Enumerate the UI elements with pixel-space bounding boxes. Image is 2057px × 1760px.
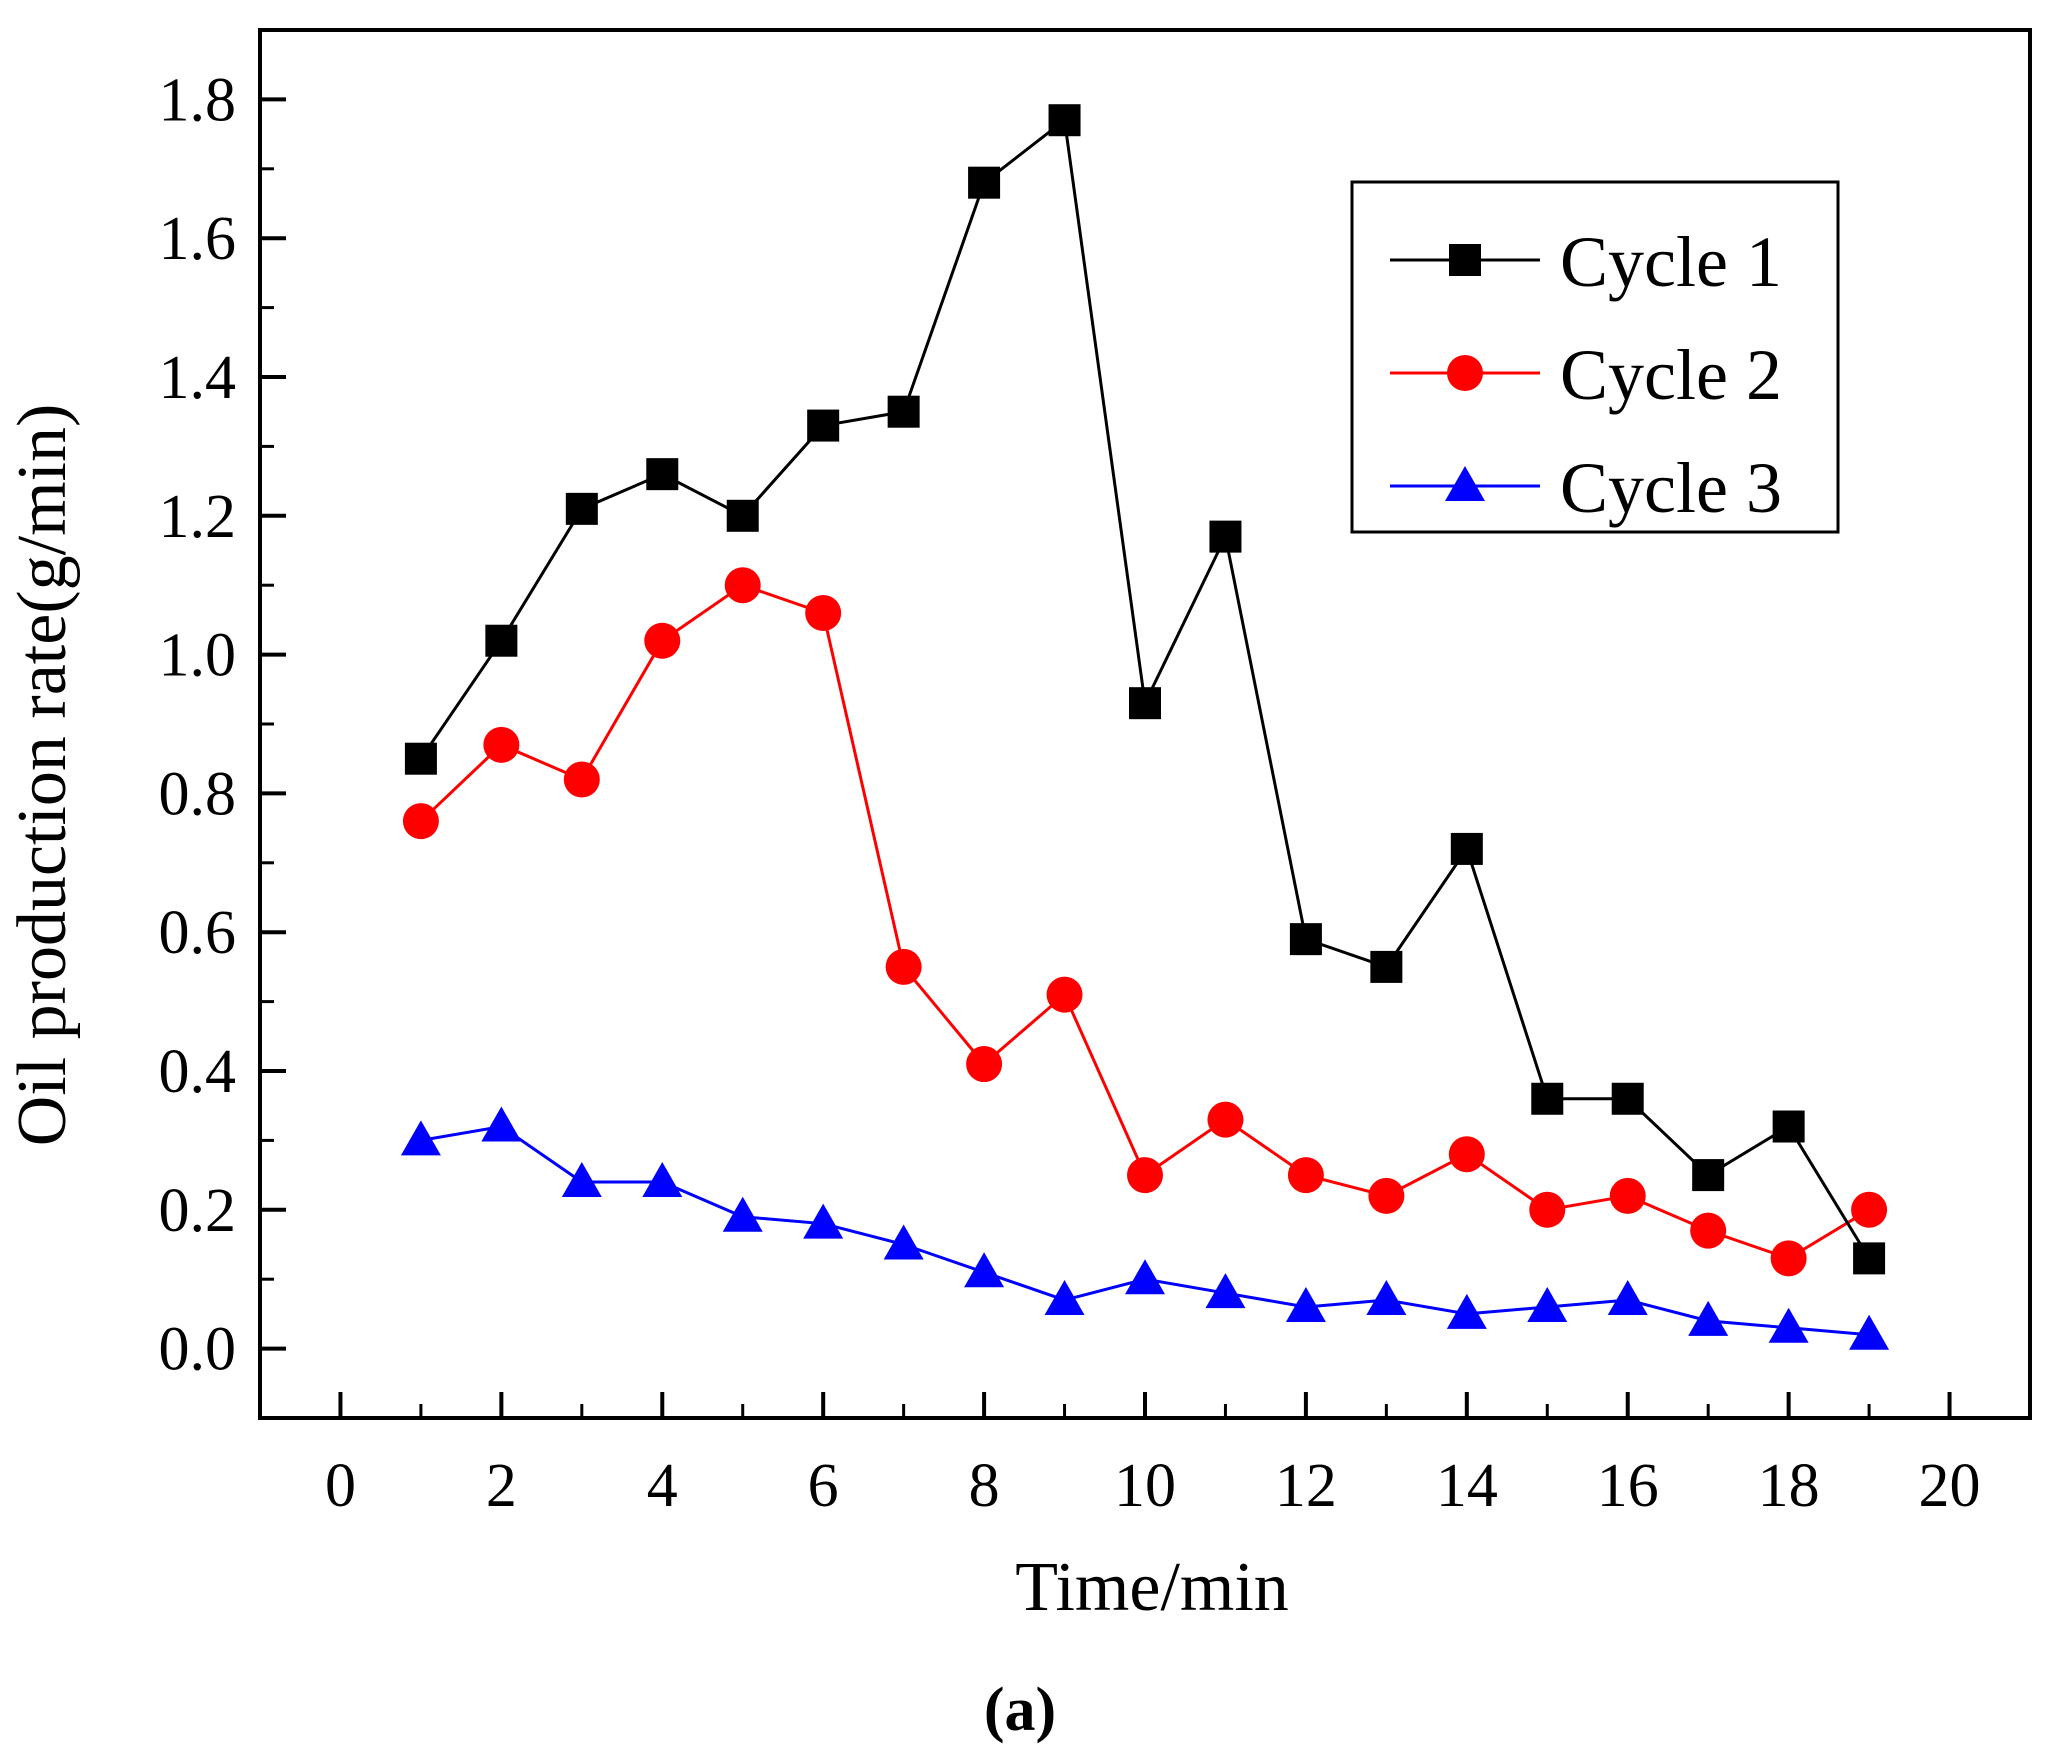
legend: Cycle 1 Cycle 2 Cycle 3 bbox=[1350, 180, 1840, 534]
cycle-2-point bbox=[1690, 1212, 1727, 1249]
cycle-2-point bbox=[402, 803, 439, 840]
cycle-2-point bbox=[1127, 1157, 1163, 1194]
cycle-2-point bbox=[1287, 1157, 1324, 1194]
cycle-3-point bbox=[1446, 1293, 1487, 1329]
cycle-1-point bbox=[1209, 520, 1242, 553]
x-tick-label: 10 bbox=[1114, 1452, 1176, 1520]
cycle-2-point bbox=[1851, 1191, 1888, 1228]
x-tick-label: 16 bbox=[1597, 1452, 1659, 1520]
cycle-1-point bbox=[1129, 687, 1161, 720]
y-tick-label: 1.6 bbox=[159, 205, 237, 273]
cycle-2-point bbox=[966, 1046, 1003, 1083]
cycle-1-point bbox=[807, 409, 840, 442]
cycle-3-point bbox=[642, 1162, 683, 1198]
cycle-1-point bbox=[1450, 832, 1483, 865]
y-tick-label: 1.2 bbox=[159, 483, 237, 551]
cycle-2-point bbox=[563, 761, 600, 798]
y-tick-label: 0.2 bbox=[159, 1177, 237, 1245]
y-tick-label: 0.6 bbox=[159, 899, 237, 967]
panel-annotation: (a) bbox=[984, 1676, 1056, 1744]
cycle-1-point bbox=[1370, 950, 1403, 983]
x-tick-label: 14 bbox=[1436, 1452, 1498, 1520]
cycle-3-point bbox=[1607, 1280, 1648, 1316]
axes: 0 2 4 6 8 10 12 14 16 18 20 0.0 0.2 0.4 0.6 0.8 1.0 1.2 1.… bbox=[159, 28, 2032, 1520]
y-tick-label: 0.8 bbox=[159, 760, 237, 828]
legend-label-cycle-3: Cycle 3 bbox=[1560, 448, 1782, 528]
cycle-3-point bbox=[400, 1120, 441, 1156]
cycle-2-point bbox=[483, 726, 520, 763]
legend-marker-cycle-1 bbox=[1449, 244, 1481, 276]
cycle-1-point bbox=[1692, 1159, 1725, 1192]
legend-label-cycle-1: Cycle 1 bbox=[1560, 222, 1782, 302]
cycle-1-point bbox=[565, 492, 598, 525]
y-tick-label: 1.4 bbox=[159, 344, 237, 412]
cycle-3-point bbox=[722, 1196, 763, 1232]
cycle-1-point bbox=[1048, 104, 1081, 137]
legend-label-cycle-2: Cycle 2 bbox=[1560, 335, 1782, 415]
cycle-1-point bbox=[968, 166, 1001, 199]
legend-box bbox=[1350, 180, 1840, 534]
cycle-2-point bbox=[724, 567, 761, 604]
cycle-1-point bbox=[1531, 1082, 1564, 1115]
cycle-3-point bbox=[481, 1106, 522, 1142]
cycle-1-point bbox=[1289, 923, 1322, 956]
x-tick-label: 6 bbox=[808, 1452, 839, 1520]
cycle-2-point bbox=[644, 622, 681, 659]
cycle-2-point bbox=[805, 594, 842, 631]
x-tick-label: 8 bbox=[969, 1452, 1000, 1520]
cycle-3-point bbox=[1849, 1314, 1890, 1350]
cycle-2-point bbox=[1046, 976, 1083, 1013]
cycle-2-point bbox=[1207, 1101, 1244, 1138]
cycle-2-point bbox=[1529, 1191, 1566, 1228]
cycle-2-point bbox=[1448, 1136, 1485, 1173]
cycle-3-point bbox=[964, 1252, 1005, 1288]
cycle-1-point bbox=[485, 624, 518, 657]
cycle-3-point bbox=[1366, 1280, 1407, 1316]
x-axis-label: Time/min bbox=[1015, 1549, 1289, 1626]
cycle-3-point bbox=[1688, 1300, 1729, 1336]
cycle-1-point bbox=[646, 458, 679, 491]
cycle-3-point bbox=[1205, 1273, 1246, 1309]
legend-marker-cycle-2 bbox=[1447, 355, 1483, 391]
cycle-1-point bbox=[887, 395, 920, 428]
legend-marker-cycle-3 bbox=[1445, 466, 1485, 501]
cycle-1-point bbox=[404, 742, 437, 775]
cycle-3-point bbox=[1125, 1259, 1165, 1295]
cycle-2-point bbox=[885, 948, 922, 985]
cycle-3-point bbox=[803, 1203, 844, 1239]
cycle-3-point bbox=[561, 1162, 602, 1198]
cycle-3-point bbox=[1044, 1280, 1085, 1316]
y-tick-label: 1.0 bbox=[159, 622, 237, 690]
x-tick-label: 2 bbox=[486, 1452, 517, 1520]
cycle-3-point bbox=[883, 1224, 924, 1260]
y-axis-label: Oil production rate(g/min) bbox=[4, 404, 81, 1147]
x-tick-label: 12 bbox=[1275, 1452, 1337, 1520]
cycle-1-point bbox=[726, 499, 759, 532]
y-tick-label: 1.8 bbox=[159, 66, 237, 134]
x-tick-label: 18 bbox=[1758, 1452, 1820, 1520]
cycle-1-point bbox=[1772, 1110, 1805, 1143]
cycle-1-point bbox=[1853, 1242, 1886, 1275]
cycle-1-point bbox=[1611, 1082, 1644, 1115]
plot-area bbox=[400, 104, 1890, 1350]
cycle-2-point bbox=[1368, 1177, 1405, 1214]
cycle-3-point bbox=[1527, 1286, 1568, 1322]
cycle-2-point bbox=[1770, 1240, 1807, 1277]
cycle-3-point bbox=[1285, 1286, 1326, 1322]
x-tick-label: 4 bbox=[647, 1452, 678, 1520]
cycle-3-point bbox=[1768, 1307, 1809, 1343]
y-tick-label: 0.4 bbox=[159, 1038, 237, 1106]
x-tick-label: 0 bbox=[325, 1452, 356, 1520]
x-tick-label: 20 bbox=[1919, 1452, 1981, 1520]
y-tick-label: 0.0 bbox=[159, 1316, 237, 1384]
cycle-2-point bbox=[1609, 1177, 1646, 1214]
